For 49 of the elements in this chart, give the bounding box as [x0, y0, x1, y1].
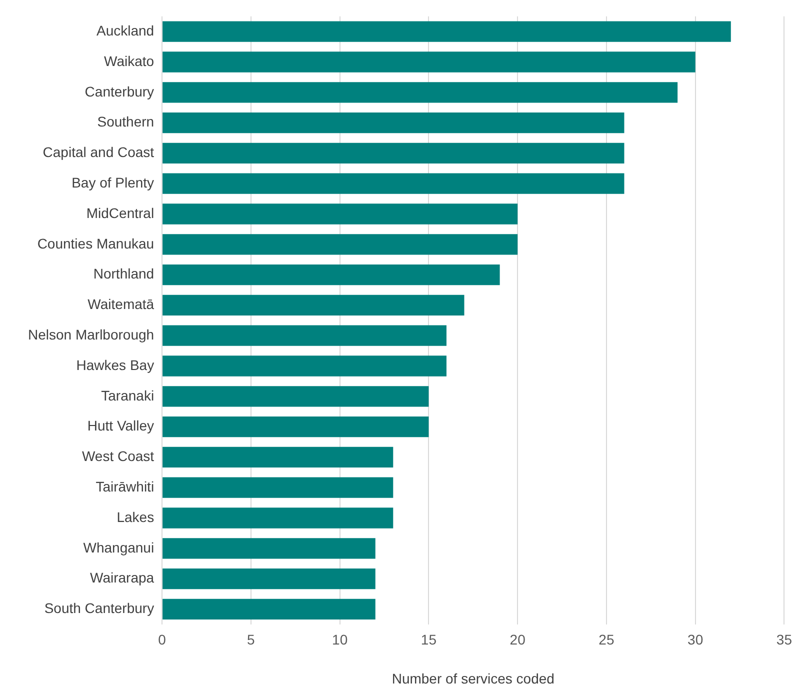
bar: [162, 264, 500, 286]
y-tick-label: Auckland: [96, 22, 154, 38]
y-tick-label: Whanganui: [83, 539, 154, 556]
x-tick-label: 30: [688, 632, 704, 648]
y-tick-label: Tairāwhiti: [96, 478, 154, 494]
y-tick-label: South Canterbury: [44, 600, 154, 616]
y-tick-label: Hutt Valley: [87, 418, 154, 434]
y-tick-label: Waikato: [104, 52, 154, 69]
bar: [162, 52, 696, 72]
x-tick-label: 10: [332, 632, 348, 648]
y-tick-label: Canterbury: [84, 83, 154, 100]
y-tick-label: Counties Manukau: [37, 235, 154, 252]
y-tick-label: Hawkes Bay: [76, 356, 154, 373]
x-axis-title: Number of services coded: [392, 670, 554, 686]
bar: [162, 173, 624, 194]
bar: [162, 386, 429, 407]
y-tick-label: Capital and Coast: [42, 144, 154, 160]
y-tick-label: Nelson Marlborough: [28, 326, 154, 342]
bar: [162, 538, 376, 559]
bar: [162, 294, 464, 316]
bar: [162, 204, 518, 224]
y-tick-label: MidCentral: [86, 204, 154, 221]
bar: [162, 508, 394, 528]
bar: [162, 82, 678, 103]
y-tick-label: Bay of Plenty: [72, 174, 154, 190]
bar: [162, 142, 624, 164]
bar: [162, 598, 376, 620]
bar: [162, 356, 446, 376]
y-tick-label: West Coast: [82, 448, 154, 464]
bar: [162, 21, 731, 42]
y-tick-label: Lakes: [116, 508, 154, 525]
bar: [162, 325, 446, 346]
x-tick-label: 35: [776, 632, 792, 648]
x-tick-label: 25: [598, 632, 614, 648]
x-tick-label: 5: [247, 632, 256, 648]
x-tick-label: 0: [158, 632, 166, 648]
y-tick-label: Northland: [93, 266, 154, 282]
x-tick-label: 20: [510, 632, 526, 648]
y-tick-label: Waitematā: [88, 296, 154, 312]
bar: [162, 477, 394, 498]
y-tick-label: Southern: [97, 114, 154, 130]
y-tick-label: Wairarapa: [90, 570, 154, 586]
y-tick-label: Taranaki: [101, 387, 154, 404]
bar: [162, 416, 429, 438]
bar: [162, 568, 376, 590]
bar: [162, 112, 624, 134]
bar: [162, 234, 518, 255]
bar: [162, 446, 394, 468]
x-tick-label: 15: [420, 632, 437, 648]
